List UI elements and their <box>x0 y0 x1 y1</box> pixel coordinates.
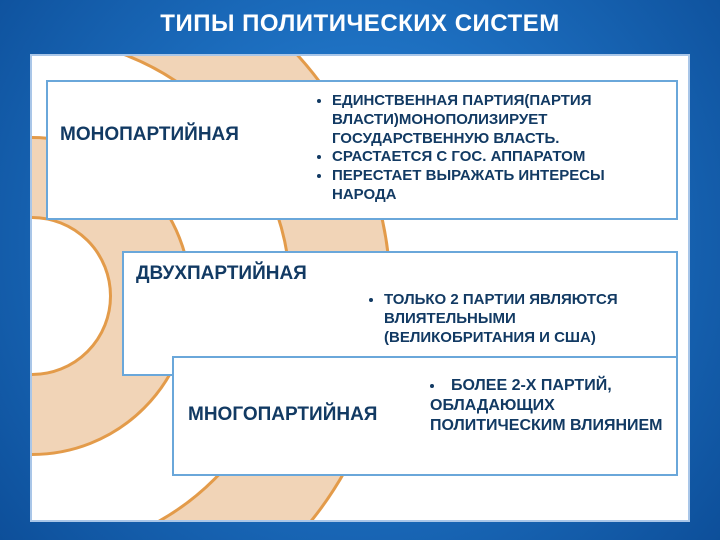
label-dvukhpartiynaya: ДВУХПАРТИЙНАЯ <box>136 263 307 285</box>
content-frame: МОНОПАРТИЙНАЯ ЕДИНСТВЕННАЯ ПАРТИЯ(ПАРТИЯ… <box>30 54 690 522</box>
label-mnogopartiynaya: МНОГОПАРТИЙНАЯ <box>188 404 377 426</box>
label-monopartiynaya: МОНОПАРТИЙНАЯ <box>60 124 239 146</box>
bullets-monopartiynaya: ЕДИНСТВЕННАЯ ПАРТИЯ(ПАРТИЯ ВЛАСТИ)МОНОПО… <box>316 92 668 205</box>
bullets-dvukhpartiynaya: ТОЛЬКО 2 ПАРТИИ ЯВЛЯЮТСЯ ВЛИЯТЕЛЬНЫМИ (В… <box>368 291 668 347</box>
block-mnogopartiynaya: МНОГОПАРТИЙНАЯ БОЛЕЕ 2-Х ПАРТИЙ, ОБЛАДАЮ… <box>172 356 678 476</box>
bullet-item: ЕДИНСТВЕННАЯ ПАРТИЯ(ПАРТИЯ ВЛАСТИ)МОНОПО… <box>332 92 668 148</box>
block-monopartiynaya: МОНОПАРТИЙНАЯ ЕДИНСТВЕННАЯ ПАРТИЯ(ПАРТИЯ… <box>46 80 678 220</box>
slide-title: ТИПЫ ПОЛИТИЧЕСКИХ СИСТЕМ <box>0 10 720 38</box>
bullets-mnogopartiynaya: БОЛЕЕ 2-Х ПАРТИЙ, ОБЛАДАЮЩИХ ПОЛИТИЧЕСКИ… <box>414 376 664 436</box>
bullet-item: ПЕРЕСТАЕТ ВЫРАЖАТЬ ИНТЕРЕСЫ НАРОДА <box>332 167 668 205</box>
bullet-item: СРАСТАЕТСЯ С ГОС. АППАРАТОМ <box>332 148 668 167</box>
bullet-item: ТОЛЬКО 2 ПАРТИИ ЯВЛЯЮТСЯ ВЛИЯТЕЛЬНЫМИ (В… <box>384 291 668 347</box>
bullet-item: БОЛЕЕ 2-Х ПАРТИЙ, ОБЛАДАЮЩИХ ПОЛИТИЧЕСКИ… <box>430 376 664 436</box>
